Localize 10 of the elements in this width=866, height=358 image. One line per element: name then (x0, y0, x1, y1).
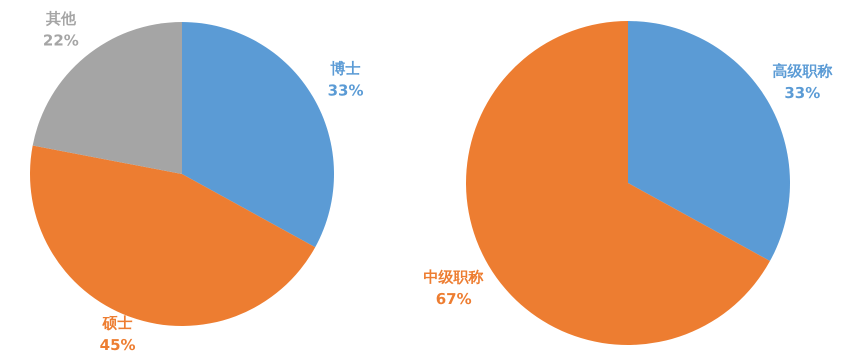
data-label: 45% (100, 336, 136, 354)
data-label: 22% (42, 32, 79, 50)
slice-label: 其他 (44, 10, 77, 28)
data-label: 33% (784, 84, 820, 102)
slice-label: 硕士 (102, 314, 133, 332)
slice-label: 高级职称 (772, 62, 834, 80)
data-label: 33% (328, 81, 364, 100)
slice-label: 博士 (330, 59, 361, 78)
slice-label: 中级职称 (424, 268, 485, 286)
data-label: 67% (436, 290, 472, 308)
